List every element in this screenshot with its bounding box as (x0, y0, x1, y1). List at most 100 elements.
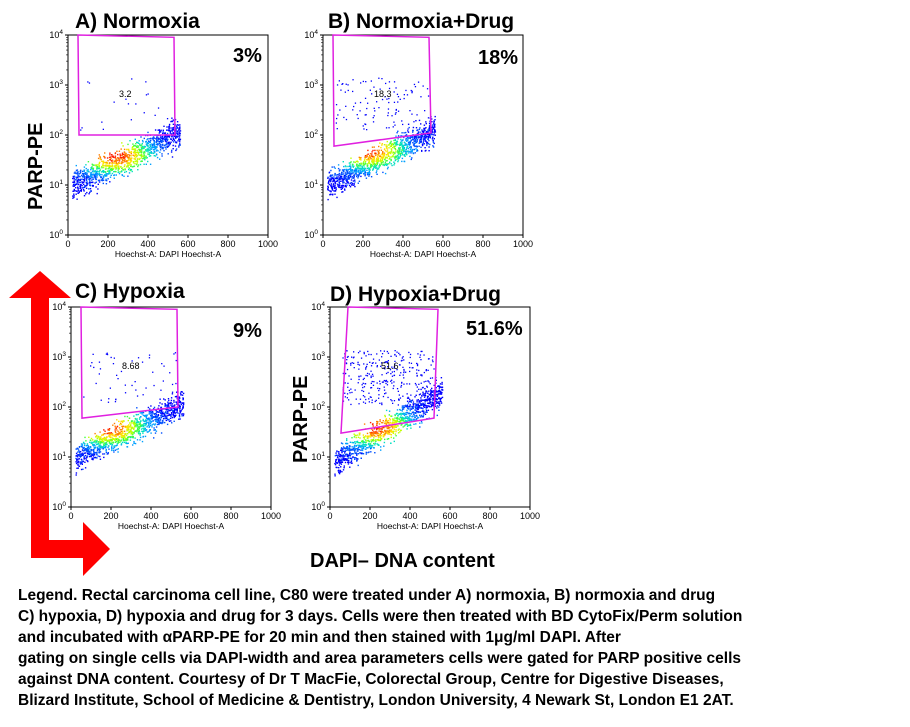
data-point (156, 146, 158, 148)
data-point (102, 171, 105, 174)
data-point (140, 412, 143, 414)
data-point (156, 411, 159, 413)
data-point (422, 85, 424, 87)
data-point (360, 449, 362, 451)
y-tick-label: 103 (49, 79, 63, 90)
data-point (140, 144, 142, 147)
data-point (398, 399, 400, 401)
data-point (81, 184, 83, 187)
data-point (418, 142, 420, 144)
data-point (413, 142, 415, 145)
data-point (362, 162, 364, 164)
data-point (113, 422, 116, 425)
data-point (337, 164, 340, 166)
data-point (108, 166, 110, 168)
data-point (138, 140, 140, 142)
data-point (350, 403, 352, 406)
data-point (361, 165, 363, 168)
data-point (355, 398, 357, 400)
data-point (431, 387, 433, 390)
data-point (171, 136, 173, 138)
data-point (98, 373, 100, 375)
data-point (383, 350, 385, 352)
data-point (82, 460, 85, 463)
data-point (82, 450, 84, 452)
data-point (155, 411, 158, 413)
data-point (370, 176, 373, 178)
data-point (388, 87, 391, 90)
data-point (365, 123, 367, 126)
data-point (97, 443, 99, 445)
data-point (391, 427, 394, 429)
data-point (390, 442, 392, 444)
data-point (96, 174, 98, 177)
data-point (140, 157, 143, 159)
data-point (332, 180, 334, 183)
data-point (99, 173, 101, 176)
data-point (364, 445, 367, 448)
data-point (165, 411, 167, 413)
data-point (170, 133, 173, 135)
data-point (385, 372, 388, 375)
data-point (169, 130, 172, 133)
data-point (345, 442, 347, 445)
data-point (334, 167, 336, 169)
data-point (407, 147, 410, 150)
data-point (173, 405, 175, 407)
data-point (83, 449, 86, 452)
data-point (109, 435, 111, 437)
data-point (115, 159, 117, 162)
data-point (161, 409, 163, 411)
data-point (109, 443, 112, 445)
data-point (372, 149, 374, 152)
data-point (114, 445, 116, 447)
data-point (97, 183, 99, 185)
data-point (108, 164, 110, 166)
gate-value-label: 18.3 (374, 89, 392, 99)
data-point (79, 186, 82, 188)
data-point (143, 147, 145, 150)
data-point (399, 416, 401, 419)
data-point (182, 414, 185, 417)
data-point (145, 415, 148, 417)
data-point (409, 413, 412, 415)
data-point (122, 169, 125, 171)
data-point (359, 110, 361, 112)
data-point (124, 171, 126, 173)
data-point (93, 454, 96, 456)
data-point (171, 156, 174, 158)
data-point (164, 146, 166, 148)
data-point (168, 141, 170, 144)
data-point (381, 156, 383, 158)
data-point (406, 139, 408, 141)
data-point (385, 392, 387, 394)
data-point (414, 396, 416, 398)
data-point (143, 420, 145, 422)
data-point (127, 143, 129, 146)
data-point (391, 400, 393, 402)
y-tick-label: 102 (52, 401, 66, 412)
data-point (134, 148, 136, 150)
data-point (344, 173, 347, 175)
data-point (382, 431, 384, 433)
data-point (116, 429, 118, 431)
data-point (101, 177, 104, 180)
data-point (367, 149, 369, 152)
data-point (91, 173, 94, 176)
data-point (402, 374, 404, 376)
data-point (172, 411, 174, 414)
data-point (114, 439, 116, 441)
data-point (175, 141, 177, 143)
data-point (357, 164, 359, 167)
data-point (128, 436, 130, 438)
data-point (411, 148, 414, 151)
data-point (420, 138, 422, 140)
data-point (419, 422, 421, 424)
data-point (379, 159, 382, 161)
data-point (172, 415, 175, 417)
data-point (423, 135, 426, 138)
data-point (90, 181, 92, 184)
data-point (413, 148, 416, 151)
data-point (171, 120, 173, 122)
data-point (134, 157, 137, 159)
